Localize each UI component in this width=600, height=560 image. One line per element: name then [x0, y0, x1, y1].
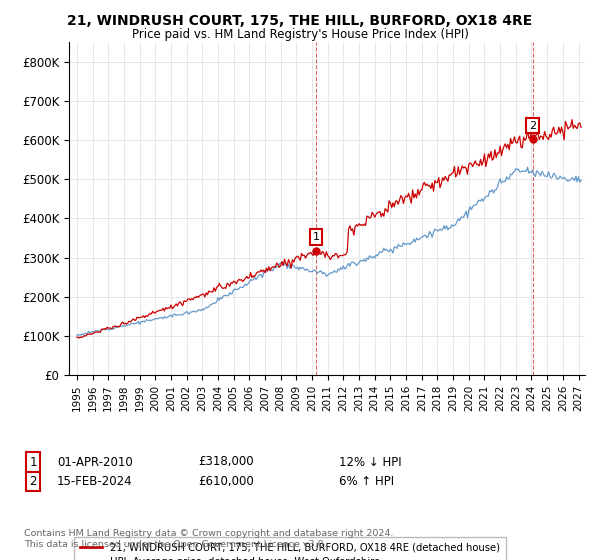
- Text: 6% ↑ HPI: 6% ↑ HPI: [339, 475, 394, 488]
- Text: 15-FEB-2024: 15-FEB-2024: [57, 475, 133, 488]
- Text: 12% ↓ HPI: 12% ↓ HPI: [339, 455, 401, 469]
- Text: £318,000: £318,000: [198, 455, 254, 469]
- Text: 2: 2: [29, 475, 37, 488]
- Text: £610,000: £610,000: [198, 475, 254, 488]
- Text: 01-APR-2010: 01-APR-2010: [57, 455, 133, 469]
- Text: 1: 1: [313, 232, 319, 242]
- Legend: 21, WINDRUSH COURT, 175, THE HILL, BURFORD, OX18 4RE (detached house), HPI: Aver: 21, WINDRUSH COURT, 175, THE HILL, BURFO…: [74, 537, 506, 560]
- Text: 1: 1: [29, 455, 37, 469]
- Text: 21, WINDRUSH COURT, 175, THE HILL, BURFORD, OX18 4RE: 21, WINDRUSH COURT, 175, THE HILL, BURFO…: [67, 14, 533, 28]
- Text: Price paid vs. HM Land Registry's House Price Index (HPI): Price paid vs. HM Land Registry's House …: [131, 28, 469, 41]
- Text: Contains HM Land Registry data © Crown copyright and database right 2024.
This d: Contains HM Land Registry data © Crown c…: [24, 529, 394, 549]
- Text: 2: 2: [529, 120, 536, 130]
